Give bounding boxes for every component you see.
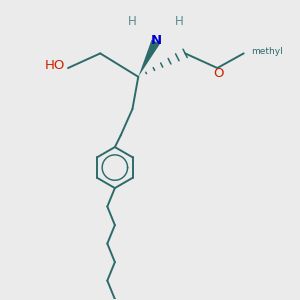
Text: HO: HO [45,58,65,72]
Text: H: H [128,15,137,28]
Text: methyl: methyl [251,47,283,56]
Text: H: H [175,15,184,28]
Text: O: O [214,68,224,80]
Polygon shape [138,40,160,77]
Text: N: N [150,34,161,47]
